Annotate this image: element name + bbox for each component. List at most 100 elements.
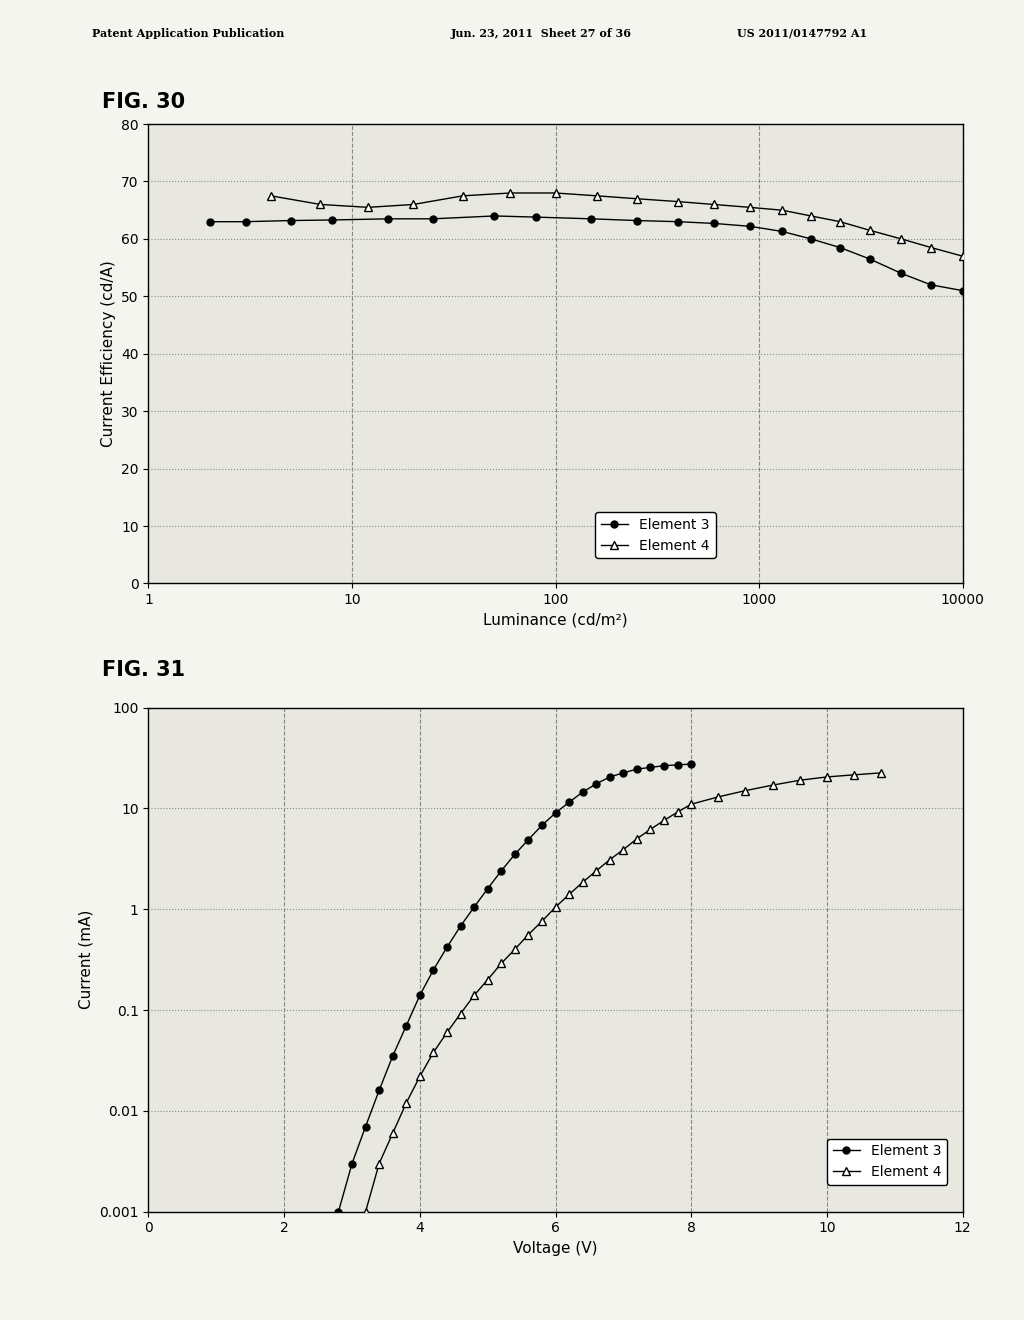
Element 3	[590, 776, 602, 792]
Element 4	[743, 199, 756, 215]
Element 3	[496, 863, 508, 879]
Element 4	[805, 209, 817, 224]
Element 4	[577, 874, 589, 890]
Element 3	[427, 211, 439, 227]
Y-axis label: Current Efficiency (cd/A): Current Efficiency (cd/A)	[100, 260, 116, 447]
Element 3	[805, 231, 817, 247]
Element 4	[713, 789, 725, 805]
Element 3	[549, 805, 561, 821]
Element 3	[536, 817, 548, 833]
Element 4	[631, 191, 643, 207]
Element 4	[956, 248, 969, 264]
Element 4	[265, 187, 278, 203]
Element 3	[895, 265, 907, 281]
Element 4	[821, 770, 834, 785]
Element 3	[285, 213, 297, 228]
Element 4	[457, 187, 469, 203]
Element 3	[359, 1118, 372, 1134]
Element 4	[481, 972, 494, 987]
Element 4	[522, 927, 535, 942]
Element 4	[863, 222, 876, 238]
Element 4	[631, 830, 643, 846]
Element 4	[685, 796, 697, 812]
Element 3	[427, 962, 439, 978]
Element 3	[488, 209, 501, 224]
Element 4	[794, 772, 806, 788]
Element 4	[739, 783, 752, 799]
Element 4	[455, 1006, 467, 1022]
Line: Element 4: Element 4	[361, 768, 886, 1216]
Element 4	[549, 185, 561, 201]
Element 3	[956, 282, 969, 298]
Element 4	[427, 1044, 439, 1060]
Element 3	[240, 214, 252, 230]
Text: FIG. 30: FIG. 30	[102, 92, 185, 112]
X-axis label: Voltage (V): Voltage (V)	[513, 1241, 598, 1257]
Element 4	[657, 813, 670, 829]
Element 4	[408, 197, 420, 213]
Line: Element 3: Element 3	[206, 213, 966, 294]
Legend: Element 3, Element 4: Element 3, Element 4	[595, 512, 716, 558]
Element 3	[585, 211, 597, 227]
Element 4	[400, 1096, 413, 1111]
Text: US 2011/0147792 A1: US 2011/0147792 A1	[737, 28, 867, 38]
Element 3	[644, 759, 656, 775]
Element 4	[314, 197, 327, 213]
Element 3	[387, 1048, 399, 1064]
Text: Patent Application Publication: Patent Application Publication	[92, 28, 285, 38]
Element 3	[672, 214, 684, 230]
Element 3	[631, 213, 643, 228]
Text: FIG. 31: FIG. 31	[102, 660, 185, 680]
Element 3	[743, 218, 756, 234]
Element 3	[617, 764, 630, 780]
Element 3	[509, 846, 521, 862]
X-axis label: Luminance (cd/m²): Luminance (cd/m²)	[483, 612, 628, 628]
Element 4	[509, 941, 521, 957]
Element 4	[876, 764, 888, 780]
Element 3	[631, 762, 643, 777]
Y-axis label: Current (mA): Current (mA)	[79, 909, 94, 1010]
Element 3	[440, 940, 453, 956]
Element 3	[657, 758, 670, 774]
Element 4	[414, 1068, 426, 1084]
Element 3	[326, 213, 338, 228]
Element 4	[644, 821, 656, 837]
Element 3	[834, 240, 846, 256]
Element 3	[382, 211, 394, 227]
Line: Element 4: Element 4	[267, 189, 967, 260]
Element 3	[455, 919, 467, 935]
Element 3	[522, 832, 535, 847]
Element 4	[604, 851, 616, 867]
Element 3	[400, 1018, 413, 1034]
Element 3	[925, 277, 937, 293]
Element 4	[672, 194, 684, 210]
Element 4	[591, 187, 603, 203]
Element 4	[895, 231, 907, 247]
Element 3	[776, 223, 788, 239]
Element 4	[359, 1204, 372, 1220]
Element 4	[834, 214, 846, 230]
Element 4	[373, 1156, 385, 1172]
Element 3	[346, 1156, 358, 1172]
Element 3	[708, 215, 720, 231]
Element 3	[414, 987, 426, 1003]
Element 3	[373, 1082, 385, 1098]
Element 3	[685, 756, 697, 772]
Element 4	[387, 1126, 399, 1142]
Legend: Element 3, Element 4: Element 3, Element 4	[827, 1139, 947, 1184]
Element 4	[708, 197, 720, 213]
Element 4	[766, 777, 778, 793]
Element 4	[617, 842, 630, 858]
Element 3	[529, 209, 542, 224]
Text: Jun. 23, 2011  Sheet 27 of 36: Jun. 23, 2011 Sheet 27 of 36	[451, 28, 632, 38]
Line: Element 3: Element 3	[335, 760, 694, 1216]
Element 4	[776, 202, 788, 218]
Element 4	[848, 767, 860, 783]
Element 4	[468, 987, 480, 1003]
Element 4	[563, 887, 575, 903]
Element 4	[925, 240, 937, 256]
Element 4	[536, 913, 548, 929]
Element 3	[863, 251, 876, 267]
Element 4	[590, 863, 602, 879]
Element 3	[481, 880, 494, 896]
